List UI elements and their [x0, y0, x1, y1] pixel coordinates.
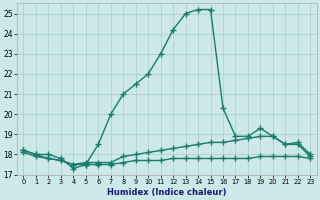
X-axis label: Humidex (Indice chaleur): Humidex (Indice chaleur) — [107, 188, 227, 197]
